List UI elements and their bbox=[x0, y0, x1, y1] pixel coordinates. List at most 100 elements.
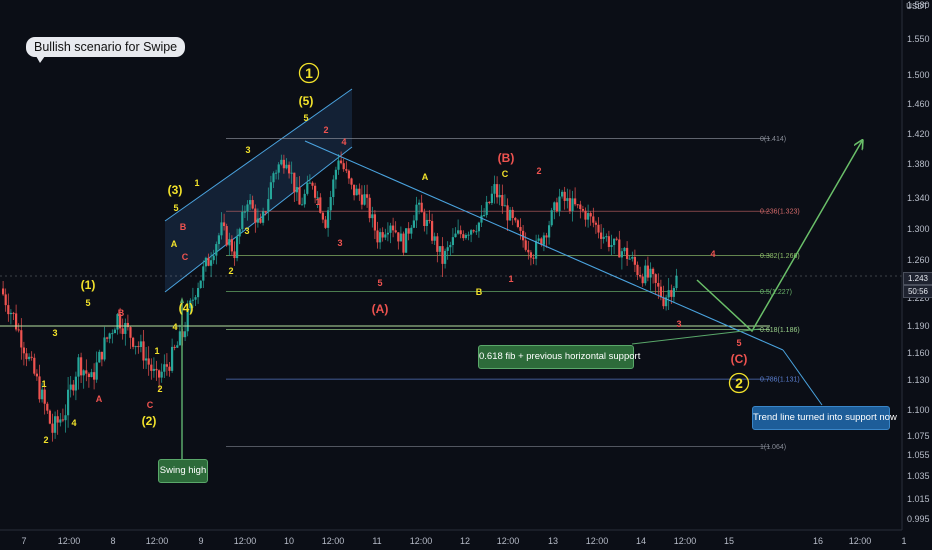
fib-support-callout: 0.618 fib + previous horizontal support bbox=[478, 345, 640, 369]
candle-body bbox=[522, 230, 525, 241]
candle-body bbox=[501, 194, 504, 206]
time-tick-label: 12:00 bbox=[586, 536, 609, 546]
wave-label: 3 bbox=[245, 145, 250, 155]
channel-fill bbox=[165, 89, 352, 292]
wave-label: (4) bbox=[179, 301, 194, 315]
candle-body bbox=[85, 370, 88, 374]
candle-body bbox=[654, 274, 657, 283]
currency-text: USDT bbox=[906, 2, 928, 11]
price-axis[interactable]: 1.580 1.550 1.500 1.460 1.420 1.380 1.340 1.300… bbox=[901, 0, 930, 530]
price-tick-label: 1.550 bbox=[907, 34, 930, 44]
candle-body bbox=[576, 204, 579, 206]
candle-body bbox=[56, 416, 59, 423]
candle-body bbox=[329, 197, 332, 211]
candle-body bbox=[191, 299, 194, 301]
candle-body bbox=[321, 212, 324, 220]
candle-body bbox=[641, 276, 644, 284]
time-tick-label: 12:00 bbox=[234, 536, 257, 546]
candle-body bbox=[61, 419, 64, 421]
trendline-callout-pointer bbox=[782, 349, 823, 406]
price-tick-label: 0.995 bbox=[907, 514, 930, 524]
candles bbox=[2, 151, 678, 442]
candle-body bbox=[594, 222, 597, 225]
candle-body bbox=[405, 228, 408, 253]
fib-level-label: 0.382(1.266) bbox=[760, 253, 800, 260]
candle-body bbox=[428, 219, 431, 222]
fibonacci-retracement: 0(1.414) 0.236(1.323) 0.382(1.266) 0.5(1.22… bbox=[226, 136, 800, 451]
candle-body bbox=[579, 204, 582, 210]
candle-body bbox=[602, 236, 605, 239]
candle-body bbox=[610, 245, 613, 247]
candle-body bbox=[259, 218, 262, 223]
candle-body bbox=[368, 197, 371, 219]
candle-body bbox=[548, 225, 551, 238]
swing-high-callout: Swing high bbox=[158, 459, 208, 483]
candle-body bbox=[459, 230, 462, 235]
trend-lines bbox=[0, 141, 902, 459]
wave-label: 3 bbox=[52, 328, 57, 338]
candle-body bbox=[568, 198, 571, 212]
wave-label: 1 bbox=[154, 346, 159, 356]
fib-support-text: 0.618 fib + previous horizontal support bbox=[479, 351, 641, 362]
wave-label: 2 bbox=[735, 375, 743, 391]
candle-body bbox=[74, 376, 77, 391]
candle-body bbox=[516, 220, 519, 227]
candle-body bbox=[620, 251, 623, 258]
candle-body bbox=[446, 247, 449, 251]
candle-body bbox=[415, 204, 418, 221]
candle-body bbox=[303, 193, 306, 205]
descending-trend-line bbox=[304, 140, 784, 351]
wave-label: 2 bbox=[536, 166, 541, 176]
candle-body bbox=[90, 372, 93, 378]
candle-body bbox=[527, 249, 530, 253]
candle-body bbox=[444, 250, 447, 264]
time-tick-label: 12:00 bbox=[674, 536, 697, 546]
title-bubble-tail bbox=[36, 56, 45, 63]
time-tick-label: 15 bbox=[724, 536, 734, 546]
wave-label: C bbox=[147, 400, 154, 410]
candle-body bbox=[100, 351, 103, 360]
candle-body bbox=[485, 201, 488, 216]
candle-body bbox=[433, 236, 436, 241]
candle-body bbox=[519, 226, 522, 231]
wave-label: (5) bbox=[299, 94, 314, 108]
wave-label: A bbox=[96, 394, 103, 404]
price-tick-label: 1.460 bbox=[907, 99, 930, 109]
candle-body bbox=[566, 198, 569, 201]
time-tick-label: 12:00 bbox=[497, 536, 520, 546]
candle-body bbox=[483, 215, 486, 217]
candle-body bbox=[199, 280, 202, 289]
candle-body bbox=[665, 297, 668, 307]
price-tick-label: 1.075 bbox=[907, 431, 930, 441]
last-price-text: 1.243 bbox=[907, 274, 929, 283]
candle-body bbox=[514, 217, 517, 221]
time-tick-label: 12:00 bbox=[322, 536, 345, 546]
time-axis[interactable]: 7 12:00 8 12:00 9 12:00 10 12:00 11 12:00 12 12:00 1… bbox=[0, 529, 907, 546]
candle-body bbox=[155, 368, 158, 371]
candle-body bbox=[4, 294, 7, 306]
candle-body bbox=[163, 364, 166, 372]
candle-body bbox=[119, 314, 122, 329]
candle-body bbox=[587, 213, 590, 220]
candle-body bbox=[592, 216, 595, 223]
candle-body bbox=[672, 288, 675, 297]
candle-body bbox=[407, 228, 410, 234]
swing-high-text: Swing high bbox=[159, 465, 207, 476]
wave-label: 2 bbox=[43, 435, 48, 445]
candle-body bbox=[277, 164, 280, 173]
candle-body bbox=[334, 169, 337, 180]
currency-label: USDT bbox=[904, 2, 930, 14]
candle-body bbox=[399, 233, 402, 242]
candle-body bbox=[116, 314, 119, 330]
candle-body bbox=[324, 219, 327, 228]
candle-body bbox=[38, 376, 41, 400]
projection-arrow bbox=[696, 141, 862, 333]
candle-body bbox=[280, 159, 283, 165]
candle-body bbox=[449, 245, 452, 248]
candle-body bbox=[441, 246, 444, 264]
candle-body bbox=[506, 205, 509, 221]
candle-body bbox=[353, 184, 356, 196]
candle-body bbox=[298, 187, 301, 205]
